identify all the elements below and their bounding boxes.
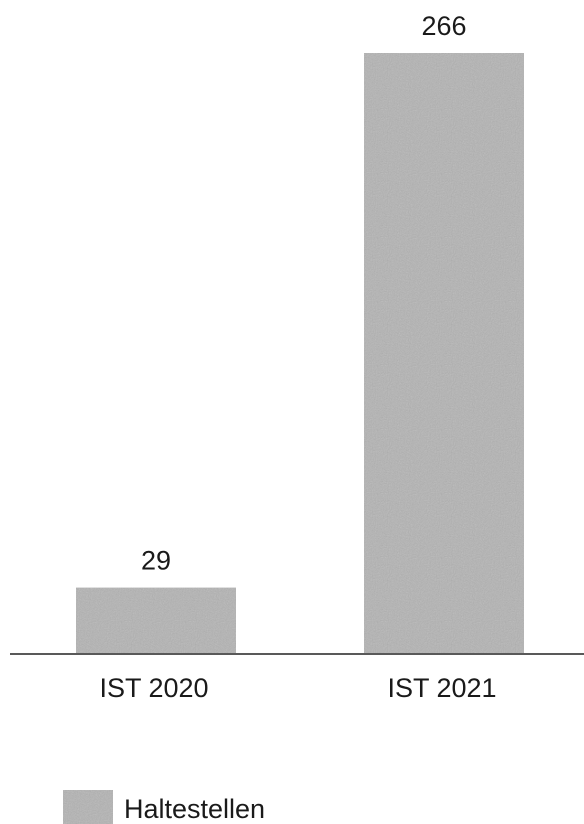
bars	[76, 53, 524, 653]
bar-ist-2020	[76, 587, 236, 653]
x-tick-label-ist-2021: IST 2021	[387, 673, 496, 703]
data-label-ist-2020: 29	[141, 546, 171, 576]
legend-swatch	[63, 790, 113, 824]
legend-label-haltestellen: Haltestellen	[124, 794, 265, 824]
data-labels: 29 266	[141, 11, 467, 576]
legend: Haltestellen	[63, 790, 265, 824]
x-tick-label-ist-2020: IST 2020	[99, 673, 208, 703]
x-axis-tick-labels: IST 2020 IST 2021	[99, 673, 496, 703]
bar-ist-2021	[364, 53, 524, 653]
data-label-ist-2021: 266	[421, 11, 466, 41]
